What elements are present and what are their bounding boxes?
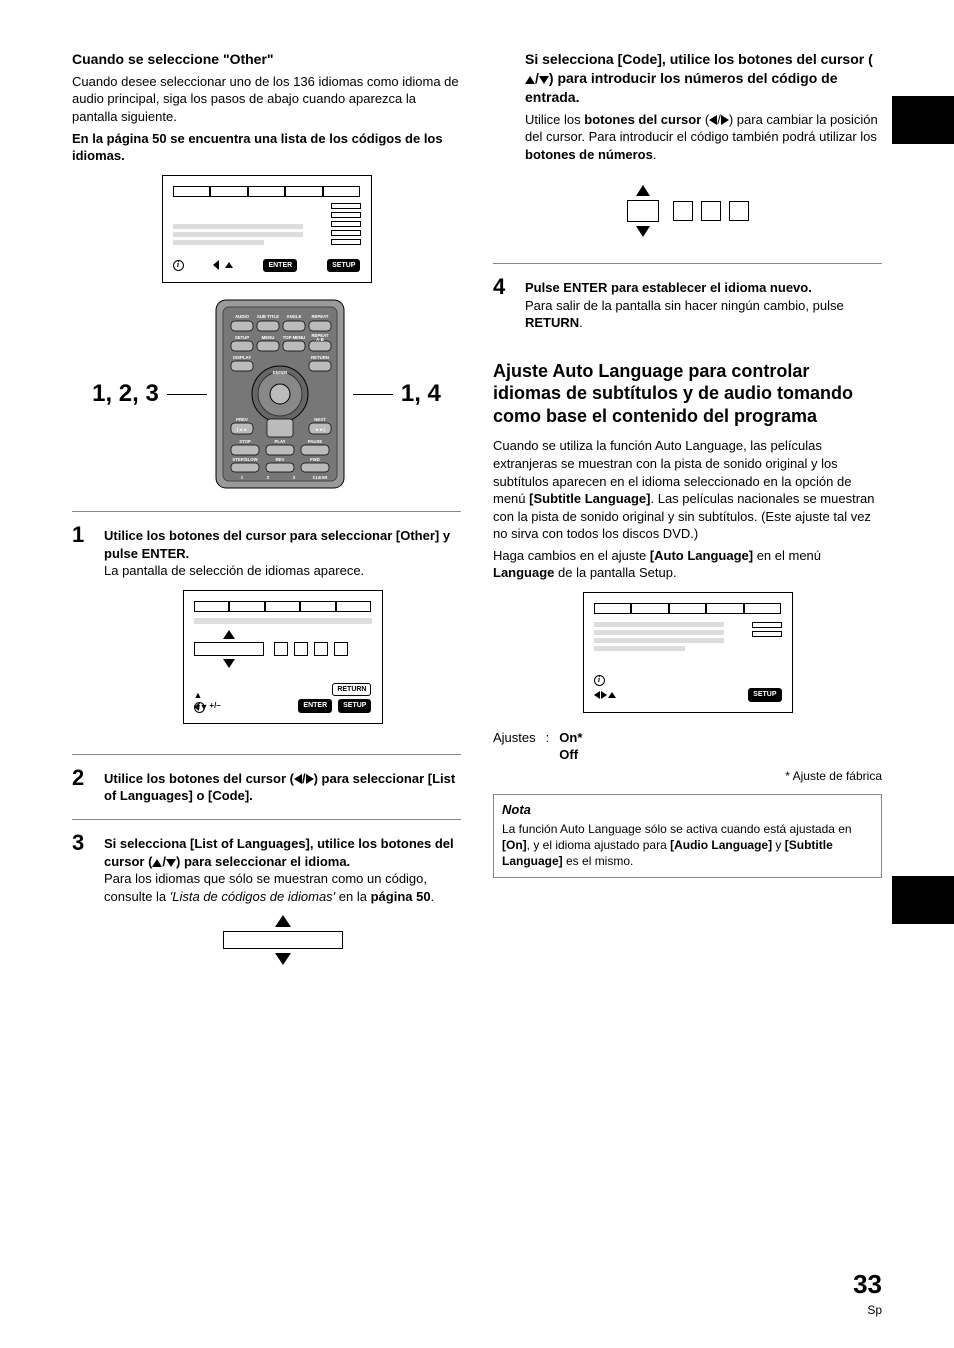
svg-text:CLEAR: CLEAR <box>312 475 328 480</box>
step-number: 1 <box>72 524 92 740</box>
svg-text:TOP MENU: TOP MENU <box>283 335 306 340</box>
info-icon: i <box>594 675 605 686</box>
label-enter: ENTER <box>298 699 332 712</box>
figure-code-entry <box>493 185 882 237</box>
svg-text:STOP: STOP <box>239 439 251 444</box>
cursor-right-icon <box>721 115 729 125</box>
label-setup: SETUP <box>748 688 781 701</box>
svg-text:ENTER: ENTER <box>273 370 288 375</box>
cursor-up-icon <box>525 76 535 84</box>
label-plusminus: +/– <box>209 701 220 712</box>
heading-other: Cuando se seleccione "Other" <box>72 50 461 69</box>
figure-auto-language-screen: i SETUP <box>493 592 882 713</box>
cursor-down-icon <box>166 859 176 867</box>
factory-note: * Ajuste de fábrica <box>493 768 882 784</box>
step-3-body: Para los idiomas que sólo se muestran co… <box>104 870 461 905</box>
step-4: 4 Pulse ENTER para establecer el idioma … <box>493 276 882 332</box>
figure-screen-other: i ENTER SETUP <box>72 175 461 283</box>
cursor-left-icon <box>709 115 717 125</box>
svg-text:STEP/SLOW: STEP/SLOW <box>232 457 258 462</box>
cursor-up-icon <box>152 859 162 867</box>
remote-callout-right: 1, 4 <box>401 378 441 410</box>
cursor-left-icon <box>294 774 302 784</box>
para-code-body: Utilice los botones del cursor (/) para … <box>525 111 882 164</box>
step-1-body: La pantalla de selección de idiomas apar… <box>104 562 461 580</box>
heading-auto-language: Ajuste Auto Language para controlar idio… <box>493 360 882 428</box>
heading-code: Si selecciona [Code], utilice los botone… <box>525 50 882 107</box>
remote-callout-left: 1, 2, 3 <box>92 378 159 410</box>
svg-text:ANGLE: ANGLE <box>286 314 301 319</box>
settings-colon: : <box>546 729 550 764</box>
step-3-title: Si selecciona [List of Languages], utili… <box>104 835 461 870</box>
para-auto-2: Haga cambios en el ajuste [Auto Language… <box>493 547 882 582</box>
svg-text:RETURN: RETURN <box>311 355 329 360</box>
step-number: 4 <box>493 276 513 332</box>
settings-label: Ajustes <box>493 729 536 764</box>
svg-text:PAUSE: PAUSE <box>308 439 323 444</box>
note-body: La función Auto Language sólo se activa … <box>502 821 873 870</box>
step-number: 2 <box>72 767 92 805</box>
setting-off: Off <box>559 746 582 764</box>
remote-svg: AUDIO SUB TITLE ANGLE REPEAT SETUP MENU TOP M… <box>215 299 345 489</box>
left-column: Cuando se seleccione "Other" Cuando dese… <box>72 50 461 995</box>
svg-text:DISPLAY: DISPLAY <box>233 355 251 360</box>
figure-step1-screen: i RETURN ENTER SETUP <box>104 590 461 724</box>
svg-text:NEXT: NEXT <box>314 417 326 422</box>
note-title: Nota <box>502 801 873 819</box>
svg-text:MENU: MENU <box>262 335 275 340</box>
cursor-down-icon <box>539 76 549 84</box>
figure-step3-cursor <box>104 915 461 965</box>
svg-text:|◄◄: |◄◄ <box>237 427 247 432</box>
svg-text:SUB TITLE: SUB TITLE <box>257 314 279 319</box>
info-icon: i <box>173 260 184 271</box>
step-4-body: Para salir de la pantalla sin hacer ning… <box>525 297 882 332</box>
cursor-right-icon <box>306 774 314 784</box>
step-number: 3 <box>72 832 92 981</box>
note-box: Nota La función Auto Language sólo se ac… <box>493 794 882 878</box>
figure-remote: 1, 2, 3 AUDIO SUB TITLE ANGLE REPEAT SETUP M… <box>72 299 461 489</box>
setting-on: On* <box>559 729 582 747</box>
svg-text:REPEAT: REPEAT <box>311 314 328 319</box>
svg-text:AUDIO: AUDIO <box>235 314 250 319</box>
page-number: 33 Sp <box>853 1267 882 1318</box>
svg-text:FWD: FWD <box>310 457 320 462</box>
label-setup: SETUP <box>327 259 360 272</box>
para-other-intro: Cuando desee seleccionar uno de los 136 … <box>72 73 461 126</box>
step-1-title: Utilice los botones del cursor para sele… <box>104 527 461 562</box>
settings-row: Ajustes : On* Off <box>493 729 882 764</box>
step-2: 2 Utilice los botones del cursor (/) par… <box>72 767 461 805</box>
svg-text:►►|: ►►| <box>315 427 325 432</box>
para-codes-ref: En la página 50 se encuentra una lista d… <box>72 130 461 165</box>
label-return: RETURN <box>332 683 371 696</box>
svg-text:PREV: PREV <box>236 417 248 422</box>
svg-text:PLAY: PLAY <box>274 439 285 444</box>
label-enter: ENTER <box>263 259 297 272</box>
svg-text:A-B: A-B <box>316 337 324 342</box>
step-4-title: Pulse ENTER para establecer el idioma nu… <box>525 279 882 297</box>
step-2-title: Utilice los botones del cursor (/) para … <box>104 770 461 805</box>
step-3: 3 Si selecciona [List of Languages], uti… <box>72 832 461 981</box>
step-1: 1 Utilice los botones del cursor para se… <box>72 524 461 740</box>
right-column: Si selecciona [Code], utilice los botone… <box>493 50 882 995</box>
svg-text:REV: REV <box>275 457 284 462</box>
label-setup: SETUP <box>338 699 371 712</box>
svg-text:SETUP: SETUP <box>235 335 249 340</box>
para-auto-1: Cuando se utiliza la función Auto Langua… <box>493 437 882 542</box>
